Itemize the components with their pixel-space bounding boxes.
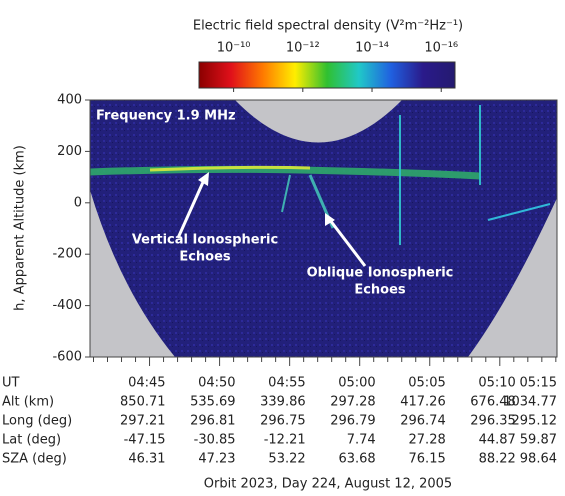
x-tick-label: 04:50: [198, 376, 235, 391]
table-cell: 44.87: [479, 433, 516, 448]
plot-image: [90, 100, 557, 357]
plot-title: Frequency 1.9 MHz: [96, 109, 236, 124]
y-tick-label: 400: [57, 93, 82, 108]
table-cell: 47.23: [198, 452, 235, 467]
footer: Orbit 2023, Day 224, August 12, 2005: [204, 477, 452, 492]
table-cell: 76.15: [409, 452, 446, 467]
x-tick-label: 04:45: [128, 376, 165, 391]
table-cell: 296.81: [190, 414, 236, 429]
x-tick-label: 05:00: [338, 376, 375, 391]
y-tick-label: 200: [57, 144, 82, 159]
table-cell: 676.48: [470, 395, 516, 410]
table-cell: 1034.77: [503, 395, 557, 410]
table-cell: 88.22: [479, 452, 516, 467]
colorbar-tick-label: 10⁻¹⁴: [355, 41, 389, 56]
colorbar-label: Electric field spectral density (V²m⁻²Hz…: [193, 19, 463, 34]
table-cell: -47.15: [124, 433, 166, 448]
arrow: [176, 179, 206, 239]
table-cell: 27.28: [409, 433, 446, 448]
table-cell: 297.21: [120, 414, 166, 429]
table-cell: 850.71: [120, 395, 166, 410]
table-cell: 417.26: [400, 395, 446, 410]
annotation: Echoes: [179, 250, 231, 265]
colorbar-tick-label: 10⁻¹⁰: [217, 41, 251, 56]
colorbar: [198, 61, 456, 89]
x-tick-label: 05:15: [520, 376, 557, 391]
table-cell: 7.74: [347, 433, 376, 448]
annotation: Oblique Ionospheric: [307, 266, 454, 281]
row-label: Lat (deg): [2, 433, 61, 448]
table-cell: -30.85: [194, 433, 236, 448]
annotation: Echoes: [354, 283, 406, 298]
x-tick-label: 05:05: [408, 376, 445, 391]
arrowhead: [198, 172, 209, 186]
table-cell: 63.68: [338, 452, 375, 467]
table-cell: 296.79: [330, 414, 376, 429]
y-tick-label: -400: [52, 298, 82, 313]
table-cell: 296.35: [470, 414, 516, 429]
table-cell: 297.28: [330, 395, 376, 410]
table-cell: 535.69: [190, 395, 236, 410]
x-tick-label: 04:55: [268, 376, 305, 391]
table-cell: 296.74: [400, 414, 446, 429]
y-tick-label: -600: [52, 350, 82, 365]
table-cell: 339.86: [260, 395, 306, 410]
table-cell: -12.21: [264, 433, 306, 448]
table-cell: 98.64: [520, 452, 557, 467]
colorbar-tick-label: 10⁻¹⁶: [424, 41, 458, 56]
row-label: Alt (km): [2, 395, 54, 410]
table-cell: 296.75: [260, 414, 306, 429]
table-cell: 59.87: [520, 433, 557, 448]
plot-frame: [89, 99, 558, 358]
y-axis-label: h, Apparent Altitude (km): [13, 145, 28, 311]
table-cell: 46.31: [128, 452, 165, 467]
row-label: Long (deg): [2, 414, 72, 429]
table-cell: 295.12: [512, 414, 558, 429]
row-label: SZA (deg): [2, 452, 67, 467]
table-cell: 53.22: [268, 452, 305, 467]
annotation: Vertical Ionospheric: [132, 233, 278, 248]
arrow: [328, 219, 367, 267]
y-tick-label: 0: [74, 195, 82, 210]
arrowhead: [325, 213, 335, 226]
y-tick-label: -200: [52, 247, 82, 262]
colorbar-tick-label: 10⁻¹²: [286, 41, 320, 56]
x-axis-label: UT: [2, 376, 20, 391]
x-tick-label: 05:10: [478, 376, 515, 391]
